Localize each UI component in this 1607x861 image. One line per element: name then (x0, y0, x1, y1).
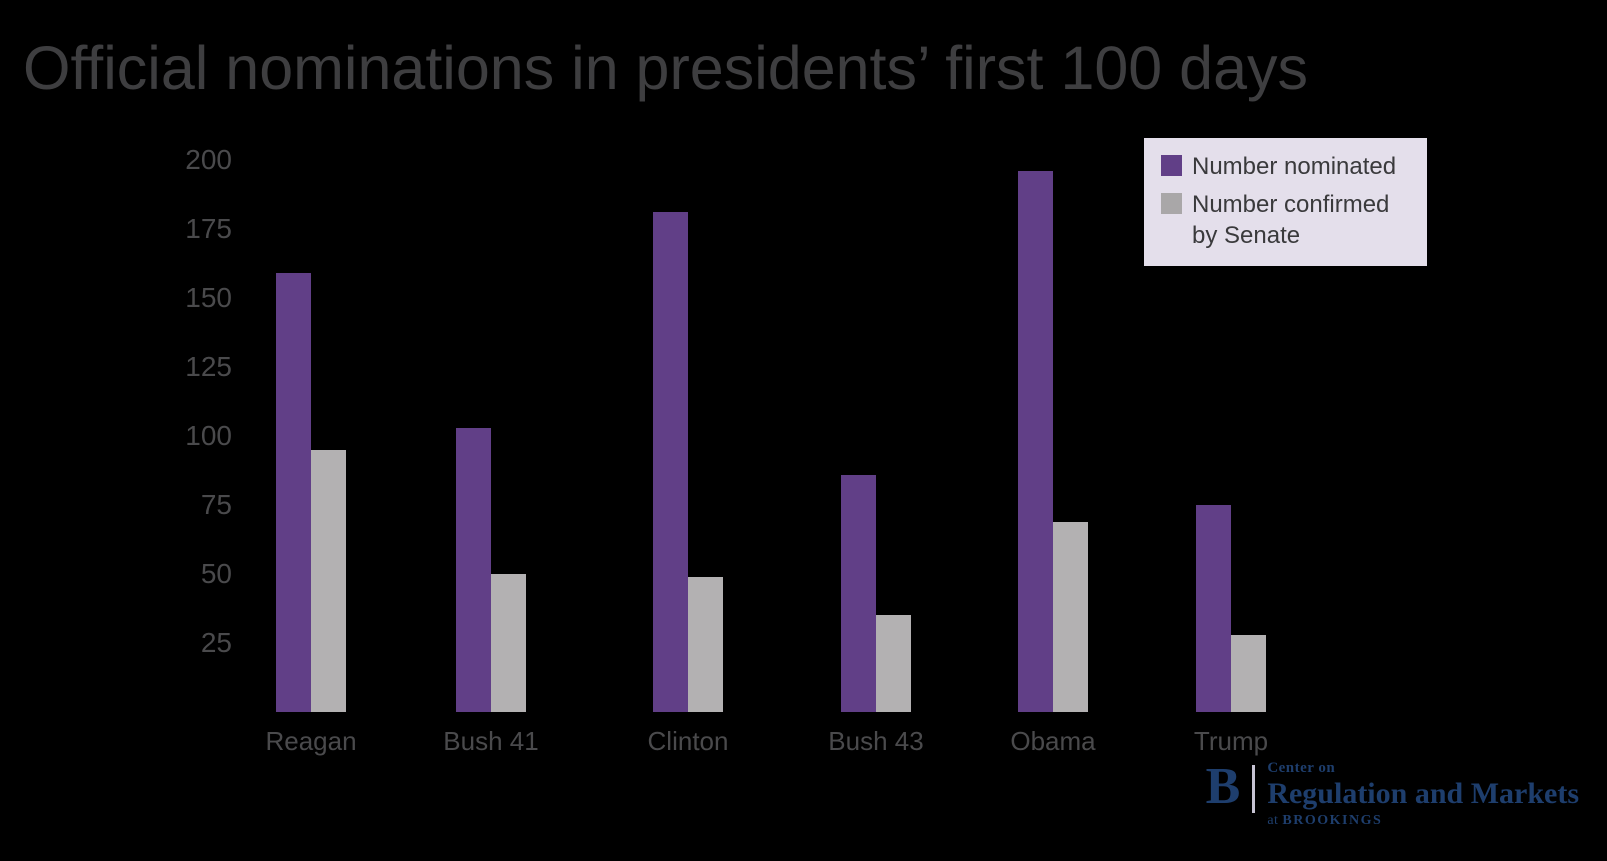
brookings-b-mark: B (1205, 758, 1241, 815)
bar-confirmed-bush-41 (491, 574, 526, 712)
bar-confirmed-bush-43 (876, 615, 911, 712)
x-axis-label-bush-43: Bush 43 (828, 726, 924, 756)
y-axis-tick-200: 200 (185, 144, 232, 175)
x-axis-label-obama: Obama (1010, 726, 1096, 756)
y-axis-tick-50: 50 (200, 558, 232, 589)
bar-nominated-bush-43 (841, 474, 876, 712)
logo-center-name: Regulation and Markets (1267, 777, 1579, 810)
logo-text-block: Center on Regulation and Markets at BROO… (1267, 760, 1579, 829)
bar-nominated-bush-41 (456, 427, 491, 712)
y-axis-tick-175: 175 (185, 213, 232, 244)
y-axis-tick-25: 25 (200, 627, 232, 658)
chart-title: Official nominations in presidents’ firs… (23, 34, 1309, 102)
logo-at-brookings: at BROOKINGS (1267, 813, 1579, 829)
brookings-logo: B Center on Regulation and Markets at BR… (1206, 760, 1579, 829)
x-axis-label-reagan: Reagan (265, 726, 357, 756)
legend-label-confirmed-line1: Number confirmed (1192, 191, 1390, 219)
legend: Number nominated Number confirmed by Sen… (1144, 138, 1427, 266)
x-axis-label-trump: Trump (1193, 726, 1269, 756)
y-axis-tick-75: 75 (200, 489, 232, 520)
legend-item-nominated: Number nominated (1161, 151, 1411, 182)
bar-nominated-clinton (653, 212, 688, 712)
legend-swatch-nominated (1161, 155, 1182, 176)
legend-swatch-confirmed (1161, 193, 1182, 215)
bar-confirmed-obama (1053, 521, 1088, 712)
x-axis-label-clinton: Clinton (647, 726, 729, 756)
bar-confirmed-reagan (311, 449, 346, 712)
logo-center-on: Center on (1267, 760, 1336, 776)
bar-nominated-reagan (276, 273, 311, 712)
legend-item-confirmed: Number confirmed by Senate (1161, 189, 1411, 251)
logo-brookings: BROOKINGS (1282, 812, 1383, 828)
y-axis-tick-150: 150 (185, 282, 232, 313)
legend-label-confirmed-line2: by Senate (1192, 222, 1301, 250)
bar-nominated-trump (1196, 505, 1231, 712)
y-axis-tick-100: 100 (185, 420, 232, 451)
y-axis-tick-125: 125 (185, 351, 232, 382)
legend-label-confirmed: Number confirmed by Senate (1192, 189, 1389, 251)
bar-confirmed-clinton (688, 576, 723, 712)
legend-label-nominated: Number nominated (1192, 153, 1397, 180)
logo-divider (1252, 765, 1256, 813)
bar-confirmed-trump (1231, 634, 1266, 712)
bar-nominated-obama (1018, 171, 1053, 712)
x-axis-label-bush-41: Bush 41 (443, 726, 539, 756)
logo-at: at (1267, 812, 1283, 828)
